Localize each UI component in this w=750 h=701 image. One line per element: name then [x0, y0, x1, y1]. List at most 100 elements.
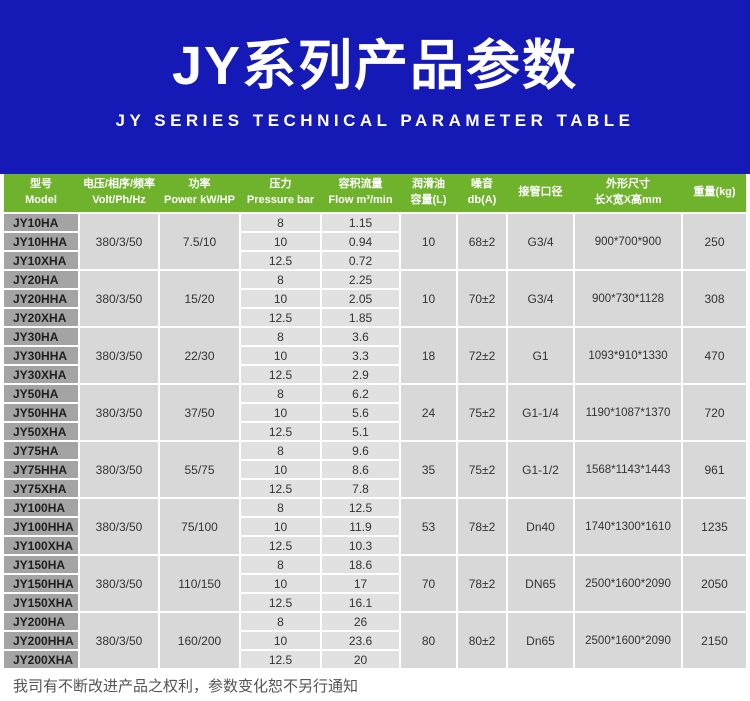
table-group: JY10HA JY10HHA JY10XHA 380/3/50 7.5/10 10 68±2… — [4, 214, 746, 269]
table-body: JY10HA JY10HHA JY10XHA 380/3/50 7.5/10 10 68±2… — [4, 214, 746, 668]
cell-power: 110/150 — [160, 556, 239, 611]
cell-weight: 308 — [683, 271, 746, 326]
table-group: JY50HA JY50HHA JY50XHA 380/3/50 37/50 24 75±2 G… — [4, 385, 746, 440]
cell-dims: 2500*1600*2090 — [575, 556, 681, 611]
column-header-6: 噪音 db(A) — [458, 174, 506, 212]
cell-flow: 20 — [322, 651, 399, 668]
cell-port: Dn40 — [508, 499, 573, 554]
cell-power: 37/50 — [160, 385, 239, 440]
cell-volt: 380/3/50 — [80, 556, 158, 611]
cell-weight: 250 — [683, 214, 746, 269]
cell-volt: 380/3/50 — [80, 442, 158, 497]
cell-flow: 2.25 — [322, 271, 399, 288]
column-header-9: 重量(kg) — [683, 174, 746, 212]
table-group: JY20HA JY20HHA JY20XHA 380/3/50 15/20 10 70±2 G… — [4, 271, 746, 326]
cell-oil: 80 — [401, 613, 456, 668]
cell-model: JY100XHA — [4, 537, 78, 554]
cell-pressure: 10 — [241, 404, 320, 421]
cell-oil: 35 — [401, 442, 456, 497]
cell-flow: 18.6 — [322, 556, 399, 573]
cell-flow: 9.6 — [322, 442, 399, 459]
cell-model: JY10HA — [4, 214, 78, 231]
cell-pressure: 12.5 — [241, 651, 320, 668]
table-group: JY200HA JY200HHA JY200XHA 380/3/50 160/200 80… — [4, 613, 746, 668]
cell-weight: 720 — [683, 385, 746, 440]
cell-flow: 5.6 — [322, 404, 399, 421]
cell-weight: 470 — [683, 328, 746, 383]
cell-port: G3/4 — [508, 271, 573, 326]
cell-pressure: 12.5 — [241, 537, 320, 554]
cell-flow: 2.9 — [322, 366, 399, 383]
cell-volt: 380/3/50 — [80, 271, 158, 326]
parameter-table: 型号 Model 电压/相序/频率 Volt/Ph/Hz 功率 Power kW/HP 压力… — [4, 174, 746, 668]
cell-pressure: 10 — [241, 233, 320, 250]
cell-pressure: 12.5 — [241, 252, 320, 269]
cell-pressure: 10 — [241, 461, 320, 478]
cell-dims: 1740*1300*1610 — [575, 499, 681, 554]
table-group: JY30HA JY30HHA JY30XHA 380/3/50 22/30 18 72±2 G… — [4, 328, 746, 383]
cell-model: JY150HHA — [4, 575, 78, 592]
cell-model: JY75HA — [4, 442, 78, 459]
cell-pressure: 12.5 — [241, 480, 320, 497]
column-header-0: 型号 Model — [4, 174, 78, 212]
cell-model: JY100HHA — [4, 518, 78, 535]
cell-model: JY20HA — [4, 271, 78, 288]
cell-noise: 75±2 — [458, 442, 506, 497]
cell-model: JY50XHA — [4, 423, 78, 440]
cell-noise: 78±2 — [458, 556, 506, 611]
cell-flow: 7.8 — [322, 480, 399, 497]
cell-power: 55/75 — [160, 442, 239, 497]
cell-power: 75/100 — [160, 499, 239, 554]
cell-volt: 380/3/50 — [80, 214, 158, 269]
cell-port: G1-1/4 — [508, 385, 573, 440]
column-header-4: 容积流量 Flow m³/min — [322, 174, 399, 212]
column-header-1: 电压/相序/频率 Volt/Ph/Hz — [80, 174, 158, 212]
cell-flow: 2.05 — [322, 290, 399, 307]
cell-weight: 2050 — [683, 556, 746, 611]
cell-volt: 380/3/50 — [80, 328, 158, 383]
cell-flow: 3.3 — [322, 347, 399, 364]
cell-dims: 2500*1600*2090 — [575, 613, 681, 668]
cell-flow: 1.85 — [322, 309, 399, 326]
cell-pressure: 10 — [241, 518, 320, 535]
cell-model: JY20XHA — [4, 309, 78, 326]
cell-flow: 16.1 — [322, 594, 399, 611]
cell-noise: 75±2 — [458, 385, 506, 440]
table-group: JY150HA JY150HHA JY150XHA 380/3/50 110/150 70… — [4, 556, 746, 611]
cell-noise: 70±2 — [458, 271, 506, 326]
cell-model: JY20HHA — [4, 290, 78, 307]
cell-dims: 1568*1143*1443 — [575, 442, 681, 497]
cell-pressure: 8 — [241, 214, 320, 231]
cell-volt: 380/3/50 — [80, 613, 158, 668]
cell-flow: 23.6 — [322, 632, 399, 649]
cell-weight: 2150 — [683, 613, 746, 668]
cell-dims: 900*730*1128 — [575, 271, 681, 326]
column-header-3: 压力 Pressure bar — [241, 174, 320, 212]
cell-model: JY200HA — [4, 613, 78, 630]
cell-model: JY10HHA — [4, 233, 78, 250]
cell-flow: 12.5 — [322, 499, 399, 516]
cell-flow: 1.15 — [322, 214, 399, 231]
cell-port: G1 — [508, 328, 573, 383]
cell-model: JY30HHA — [4, 347, 78, 364]
cell-power: 15/20 — [160, 271, 239, 326]
cell-pressure: 12.5 — [241, 309, 320, 326]
cell-flow: 6.2 — [322, 385, 399, 402]
cell-flow: 17 — [322, 575, 399, 592]
cell-power: 160/200 — [160, 613, 239, 668]
cell-pressure: 8 — [241, 328, 320, 345]
cell-model: JY50HHA — [4, 404, 78, 421]
cell-volt: 380/3/50 — [80, 499, 158, 554]
cell-model: JY150HA — [4, 556, 78, 573]
cell-pressure: 8 — [241, 271, 320, 288]
cell-port: G1-1/2 — [508, 442, 573, 497]
cell-pressure: 8 — [241, 385, 320, 402]
cell-oil: 10 — [401, 271, 456, 326]
cell-pressure: 10 — [241, 290, 320, 307]
table-group: JY75HA JY75HHA JY75XHA 380/3/50 55/75 35 75±2 G… — [4, 442, 746, 497]
cell-dims: 1093*910*1330 — [575, 328, 681, 383]
cell-model: JY200XHA — [4, 651, 78, 668]
cell-weight: 961 — [683, 442, 746, 497]
cell-pressure: 8 — [241, 499, 320, 516]
